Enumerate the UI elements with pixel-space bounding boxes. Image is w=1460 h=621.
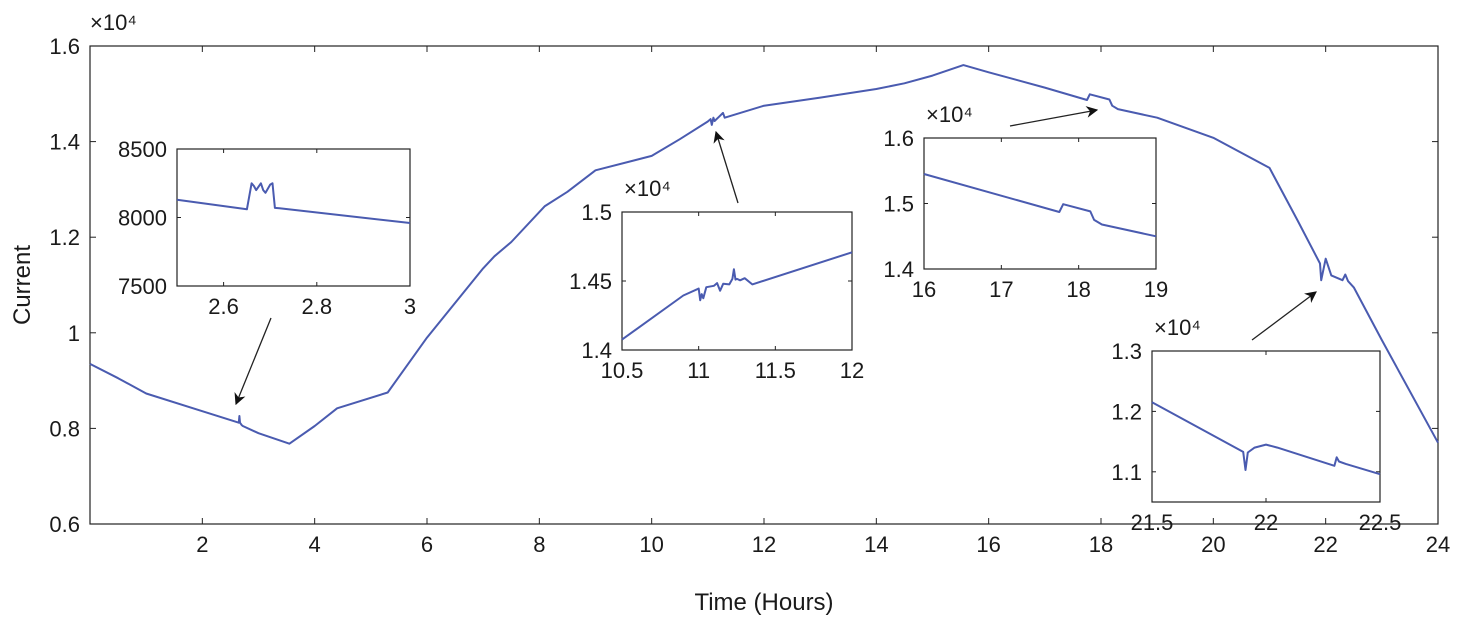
inset4-x-tick-label: 21.5 [1131,510,1174,535]
main-x-tick-label: 10 [639,532,663,557]
inset2-multiplier-label: ×10⁴ [624,176,671,201]
inset4-x-tick-label: 22.5 [1359,510,1402,535]
inset1-plot-frame [176,148,411,287]
main-x-tick-label: 8 [533,532,545,557]
inset4-multiplier-label: ×10⁴ [1154,315,1201,340]
main-x-tick-label: 4 [309,532,321,557]
inset2-x-tick-label: 10.5 [601,358,644,383]
inset3-plot: 16 17 18 19 1.4 1.5 1.6 ×10⁴ [883,102,1168,302]
inset1-x-tick-label: 2.8 [302,294,333,319]
main-x-tick-label: 2 [196,532,208,557]
inset2-series-line [621,251,853,341]
inset4-y-tick-label: 1.1 [1111,460,1142,485]
inset3-plot-frame [923,137,1157,270]
main-y-tick-label: 1 [68,321,80,346]
callout-arrow [713,130,739,204]
inset4-x-tick-label: 22 [1254,510,1278,535]
main-x-tick-label: 24 [1426,532,1450,557]
inset4-plot-frame [1151,350,1381,503]
inset3-x-tick-label: 16 [912,277,936,302]
main-x-tick-label: 12 [752,532,776,557]
main-x-tick-label: 6 [421,532,433,557]
inset3-y-tick-label: 1.5 [883,192,914,217]
inset2-y-tick-label: 1.4 [581,338,612,363]
main-y-tick-label: 1.2 [49,225,80,250]
main-y-tick-label: 0.6 [49,512,80,537]
inset4-y-tick-label: 1.2 [1111,399,1142,424]
inset1-y-tick-label: 8500 [118,137,167,162]
callout-arrow [1251,291,1317,341]
inset2-y-tick-label: 1.5 [581,200,612,225]
inset3-series-line [923,173,1157,238]
inset1-x-tick-label: 2.6 [208,294,239,319]
inset3-multiplier-label: ×10⁴ [926,102,973,127]
main-multiplier-label: ×10⁴ [90,10,137,35]
inset2-x-tick-label: 11.5 [755,358,796,383]
inset2-x-tick-label: 12 [840,358,864,383]
callout-arrow [234,317,272,406]
main-y-tick-label: 1.6 [49,34,80,59]
inset1-y-tick-label: 8000 [118,206,167,231]
main-x-tick-label: 16 [976,532,1000,557]
inset2-x-tick-label: 11 [687,358,710,383]
inset2-plot-frame [621,211,853,351]
main-y-tick-label: 1.4 [49,130,80,155]
main-x-tick-label: 22 [1313,532,1337,557]
inset4-y-tick-label: 1.3 [1111,339,1142,364]
inset1-y-tick-label: 7500 [118,274,167,299]
main-y-axis-label: Current [9,245,36,325]
inset2-plot: 10.5 11 11.5 12 1.4 1.45 1.5 ×10⁴ [569,176,864,383]
main-y-tick-label: 0.8 [49,416,80,441]
inset1-series-line [176,182,411,224]
inset2-y-tick-label: 1.45 [569,269,612,294]
main-x-tick-label: 18 [1089,532,1113,557]
inset1-x-tick-label: 3 [404,294,416,319]
inset3-x-tick-label: 18 [1066,277,1090,302]
main-x-axis-label: Time (Hours) [694,589,833,616]
inset3-y-tick-label: 1.4 [883,257,914,282]
inset4-series-line [1151,401,1381,476]
inset4-plot: 21.5 22 22.5 1.1 1.2 1.3 ×10⁴ [1111,315,1401,535]
inset3-x-tick-label: 19 [1144,277,1168,302]
main-x-tick-label: 14 [864,532,888,557]
main-x-tick-label: 20 [1201,532,1225,557]
inset1-plot: 2.6 2.8 3 7500 8000 8500 [118,137,416,319]
callout-arrow [1009,106,1099,127]
inset3-x-tick-label: 17 [989,277,1013,302]
main-series-line [89,64,1439,445]
inset3-y-tick-label: 1.6 [883,126,914,151]
